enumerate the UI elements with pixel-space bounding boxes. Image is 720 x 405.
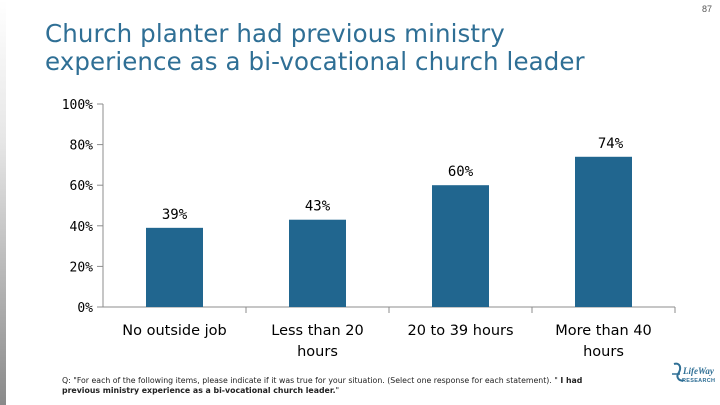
slide-title-line-2: experience as a bi-vocational church lea… [45,47,585,76]
y-tick-label: 20% [70,260,94,275]
left-decorative-band [0,0,6,405]
footnote-suffix: " [335,386,340,395]
footnote-question: Q: "For each of the following items, ple… [62,376,558,385]
x-category-label: Less than 20 [271,323,363,339]
x-category-label: 20 to 39 hours [407,323,513,339]
data-label: 39% [162,207,188,223]
y-tick-label: 100% [62,98,93,113]
data-label: 74% [598,136,624,152]
y-tick-label: 40% [70,220,94,235]
page-number: 87 [701,4,712,14]
lifeway-logo-icon [672,362,685,382]
bar [432,185,489,307]
y-tick-label: 60% [70,179,94,194]
x-category-label: hours [297,344,338,360]
slide-title: Church planter had previous ministry exp… [45,20,685,76]
bar [146,227,203,307]
x-category-label: More than 40 [555,323,652,339]
survey-footnote: Q: "For each of the following items, ple… [62,376,622,396]
data-label: 60% [448,164,474,180]
footnote-item: I had previous ministry experience as a … [62,376,583,395]
y-tick-label: 0% [77,301,93,316]
data-label: 43% [305,199,331,215]
slide-title-line-1: Church planter had previous ministry [45,19,505,48]
logo-text: LifeWay [683,366,714,376]
bar [289,219,346,307]
y-tick-label: 80% [70,139,94,154]
x-category-label: No outside job [122,323,227,339]
bar [575,156,632,307]
x-category-label: hours [583,344,624,360]
logo-subtext: RESEARCH [682,378,716,384]
bar-chart: 0% 20% 40% 60% 80% 100% 39% No outside job 43% Le… [62,98,676,360]
